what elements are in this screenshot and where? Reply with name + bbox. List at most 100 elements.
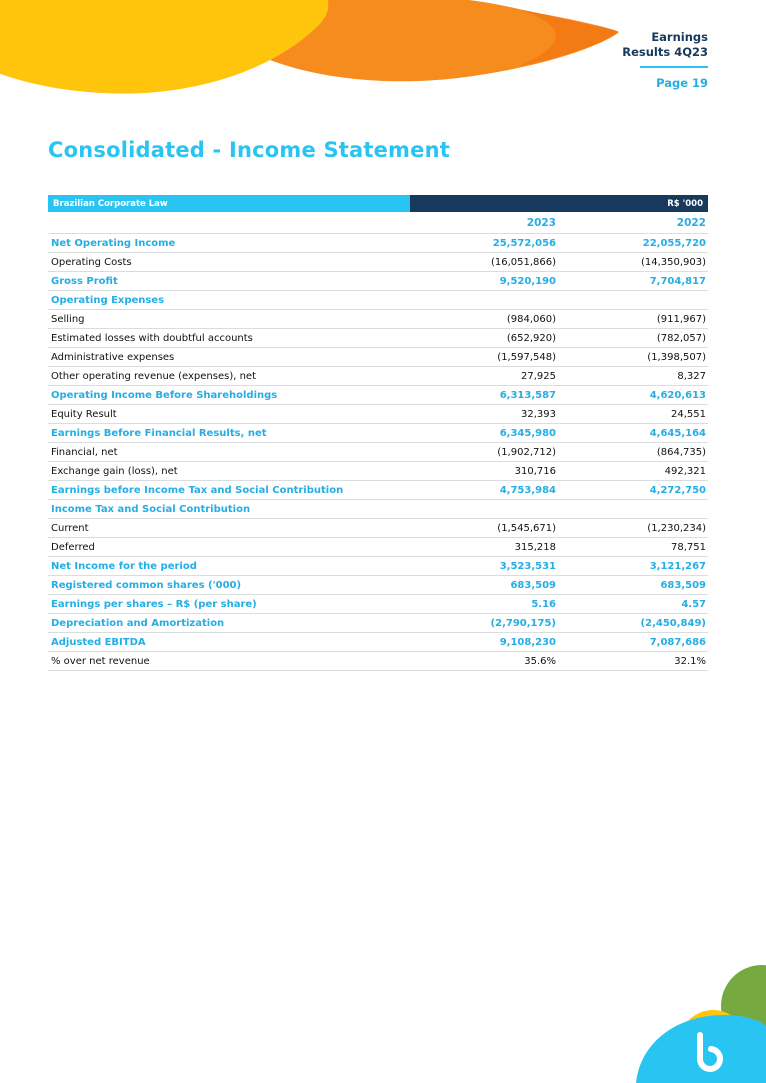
row-value-2023: 3,523,531 (499, 560, 556, 572)
row-value-2023: 683,509 (510, 579, 556, 591)
row-label: Operating Expenses (51, 294, 165, 306)
row-label: Current (51, 522, 89, 534)
table-row: Gross Profit 9,520,190 7,704,817 (48, 272, 708, 291)
row-value-2022: 4,645,164 (649, 427, 706, 439)
row-label: Estimated losses with doubtful accounts (51, 332, 253, 344)
table-row: Depreciation and Amortization (2,790,175)… (48, 614, 708, 633)
row-label: Exchange gain (loss), net (51, 465, 178, 477)
table-row: Net Operating Income 25,572,056 22,055,720 (48, 234, 708, 253)
row-value-2022: (2,450,849) (640, 617, 706, 629)
row-value-2022: (1,398,507) (647, 351, 706, 363)
row-value-2022: 4,272,750 (649, 484, 706, 496)
table-row: Equity Result 32,393 24,551 (48, 405, 708, 424)
row-value-2023: (1,902,712) (497, 446, 556, 458)
row-value-2023: 315,218 (514, 541, 556, 553)
row-value-2022: 683,509 (660, 579, 706, 591)
row-label: Financial, net (51, 446, 118, 458)
row-value-2022: (864,735) (656, 446, 706, 458)
row-value-2023: (1,545,671) (497, 522, 556, 534)
row-value-2023: 32,393 (521, 408, 556, 420)
row-label: Operating Costs (51, 256, 132, 268)
yellow-circle-shape (679, 1010, 747, 1078)
row-label: Income Tax and Social Contribution (51, 503, 251, 515)
yellow-blob-shape (0, 0, 329, 94)
table-row: Deferred 315,218 78,751 (48, 538, 708, 557)
row-label: Depreciation and Amortization (51, 617, 225, 629)
row-value-2023: 6,345,980 (499, 427, 556, 439)
row-value-2022: 24,551 (671, 408, 706, 420)
row-label: Equity Result (51, 408, 117, 420)
bottom-decoration (636, 965, 766, 1083)
table-row: Administrative expenses (1,597,548) (1,398… (48, 348, 708, 367)
row-value-2023: 6,313,587 (499, 389, 556, 401)
table-header-bar: Brazilian Corporate Law R$ '000 (48, 195, 708, 212)
row-value-2022: 4,620,613 (649, 389, 706, 401)
row-label: Earnings before Income Tax and Social Co… (51, 484, 344, 496)
row-value-2023: 310,716 (514, 465, 556, 477)
year-header-row: 2023 2022 (48, 212, 708, 234)
table-row: Earnings per shares – R$ (per share) 5.16… (48, 595, 708, 614)
table-row: Estimated losses with doubtful accounts (… (48, 329, 708, 348)
row-label: Other operating revenue (expenses), net (51, 370, 256, 382)
row-label: % over net revenue (51, 655, 150, 667)
row-value-2023: (1,597,548) (497, 351, 556, 363)
cyan-blob-shape (636, 1015, 766, 1083)
income-table-body: Net Operating Income 25,572,056 22,055,720… (48, 234, 708, 671)
row-value-2022: 4.57 (681, 598, 706, 610)
row-label: Operating Income Before Shareholdings (51, 389, 278, 401)
table-row: Earnings Before Financial Results, net 6,… (48, 424, 708, 443)
row-value-2023: 9,108,230 (499, 636, 556, 648)
row-label: Gross Profit (51, 275, 118, 287)
row-value-2023: (652,920) (506, 332, 556, 344)
orange-swoosh-shape (200, 0, 619, 82)
row-value-2022: (1,230,234) (647, 522, 706, 534)
table-row: Other operating revenue (expenses), net 2… (48, 367, 708, 386)
logo-mark (697, 1032, 723, 1072)
table-row: Financial, net (1,902,712) (864,735) (48, 443, 708, 462)
green-circle-shape (721, 965, 766, 1047)
page-title: Consolidated - Income Statement (48, 138, 450, 162)
table-row: Selling (984,060) (911,967) (48, 310, 708, 329)
row-value-2022: 7,704,817 (649, 275, 706, 287)
table-row: Adjusted EBITDA 9,108,230 7,087,686 (48, 633, 708, 652)
orange-swoosh-tip (520, 10, 619, 66)
page-number: Page 19 (656, 76, 708, 90)
row-value-2023: 4,753,984 (499, 484, 556, 496)
column-2023: 2023 (526, 216, 556, 229)
table-row: Registered common shares ('000) 683,509 68… (48, 576, 708, 595)
row-value-2023: 25,572,056 (492, 237, 556, 249)
row-value-2022: (782,057) (656, 332, 706, 344)
table-row: Operating Costs (16,051,866) (14,350,903) (48, 253, 708, 272)
row-value-2022: 22,055,720 (642, 237, 706, 249)
table-row: Exchange gain (loss), net 310,716 492,321 (48, 462, 708, 481)
column-2022: 2022 (676, 216, 706, 229)
row-label: Earnings Before Financial Results, net (51, 427, 267, 439)
row-label: Adjusted EBITDA (51, 636, 146, 648)
table-header-left: Brazilian Corporate Law (48, 195, 410, 212)
table-row: Operating Income Before Shareholdings 6,3… (48, 386, 708, 405)
table-row: Operating Expenses (48, 291, 708, 310)
row-value-2022: 7,087,686 (649, 636, 706, 648)
row-label: Net Income for the period (51, 560, 197, 572)
report-title-line2: Results 4Q23 (622, 44, 708, 59)
table-row: % over net revenue 35.6% 32.1% (48, 652, 708, 671)
row-value-2023: 5.16 (531, 598, 556, 610)
table-header-right: R$ '000 (410, 195, 708, 212)
table-row: Current (1,545,671) (1,230,234) (48, 519, 708, 538)
document-header: Earnings Results 4Q23 Page 19 (622, 30, 708, 90)
row-value-2022: (14,350,903) (640, 256, 706, 268)
row-value-2022: 492,321 (664, 465, 706, 477)
row-label: Net Operating Income (51, 237, 176, 249)
row-value-2023: 27,925 (521, 370, 556, 382)
table-row: Income Tax and Social Contribution (48, 500, 708, 519)
row-value-2022: 32.1% (674, 655, 706, 667)
row-value-2022: 8,327 (677, 370, 706, 382)
table-row: Net Income for the period 3,523,531 3,121,… (48, 557, 708, 576)
row-value-2023: (2,790,175) (490, 617, 556, 629)
row-value-2022: 78,751 (671, 541, 706, 553)
row-label: Deferred (51, 541, 95, 553)
table-row: Earnings before Income Tax and Social Co… (48, 481, 708, 500)
row-label: Earnings per shares – R$ (per share) (51, 598, 257, 610)
row-label: Administrative expenses (51, 351, 175, 363)
